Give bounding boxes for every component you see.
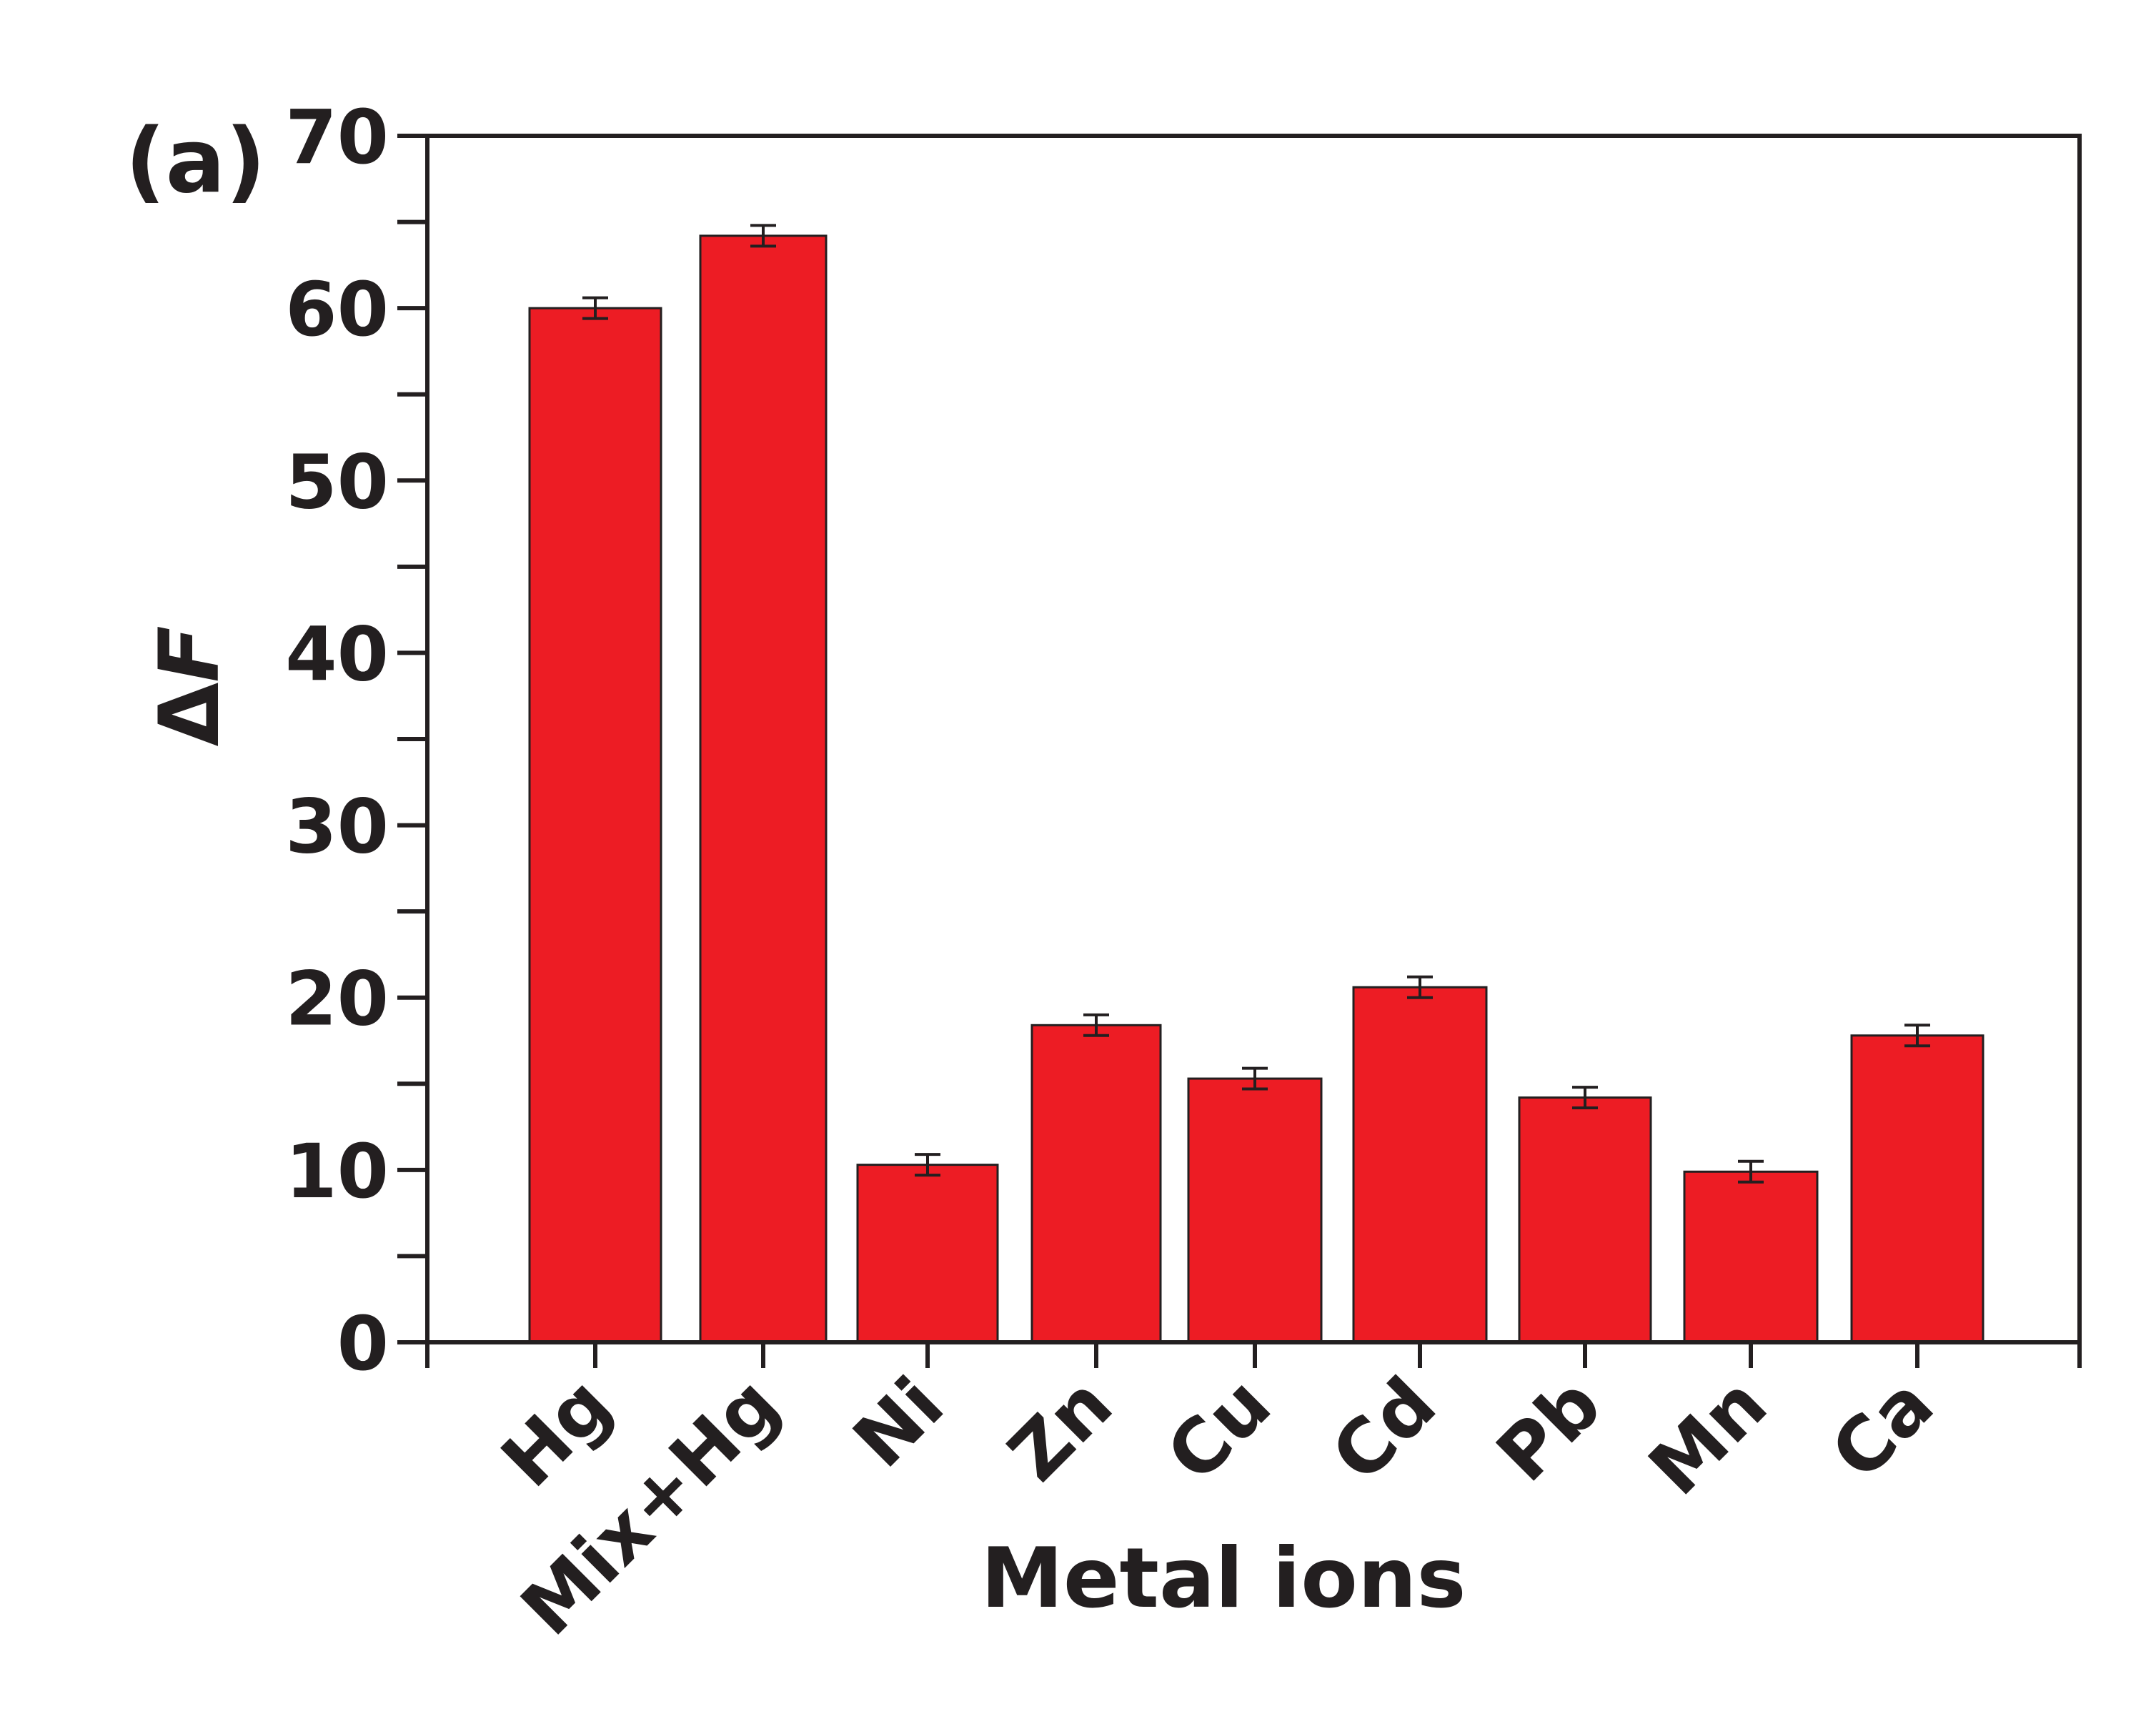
bars-layer (528, 234, 1984, 1344)
bar-mn (1683, 1170, 1819, 1344)
bar-hg (528, 307, 662, 1344)
error-bar-pb (1572, 1086, 1598, 1110)
svg-text:ΔF: ΔF (141, 625, 238, 746)
y-axis-title-variable: F (141, 625, 238, 682)
x-tick-label-mn: Mn (1632, 1360, 1784, 1512)
y-tick-label: 20 (285, 956, 389, 1043)
bar-mix-hg (699, 234, 828, 1344)
x-tick-label-zn: Zn (992, 1360, 1129, 1497)
error-bar-hg (582, 296, 608, 320)
x-tick-label-hg: Hg (485, 1360, 627, 1503)
y-axis-title-symbol: Δ (141, 683, 238, 747)
bar-ca (1850, 1034, 1984, 1344)
y-tick-label: 10 (285, 1128, 389, 1215)
bar-pb (1518, 1096, 1652, 1344)
x-tick-label-pb: Pb (1480, 1360, 1618, 1498)
bar-ni (856, 1164, 999, 1344)
x-axis-title: Metal ions (980, 1530, 1466, 1627)
bar-cd (1352, 986, 1488, 1344)
plot-frame (425, 134, 2082, 1344)
x-tick-label-ca: Ca (1814, 1360, 1950, 1496)
y-tick-label: 70 (285, 94, 389, 181)
error-bar-cu (1242, 1066, 1268, 1091)
error-bar-mn (1738, 1159, 1764, 1184)
x-tick-label-cd: Cd (1315, 1360, 1453, 1498)
y-axis: 0 10 20 30 40 50 60 70 (285, 94, 427, 1387)
bar-cu (1187, 1077, 1323, 1344)
error-bars-layer (582, 224, 1930, 1184)
x-tick-label-ni: Ni (837, 1360, 960, 1484)
error-bar-zn (1083, 1013, 1109, 1037)
x-tick-label-cu: Cu (1150, 1360, 1288, 1498)
error-bar-mix-hg (750, 224, 776, 248)
y-tick-label: 30 (285, 783, 389, 871)
y-tick-label: 60 (285, 266, 389, 353)
error-bar-ca (1904, 1024, 1930, 1048)
y-axis-title: ΔF (141, 625, 238, 746)
y-tick-label: 40 (285, 610, 389, 698)
bar-zn (1030, 1024, 1162, 1344)
error-bar-ni (915, 1153, 940, 1177)
y-tick-label: 50 (285, 438, 389, 525)
panel-label: (a) (125, 110, 266, 213)
y-tick-label: 0 (337, 1300, 389, 1387)
error-bar-cd (1407, 975, 1433, 999)
